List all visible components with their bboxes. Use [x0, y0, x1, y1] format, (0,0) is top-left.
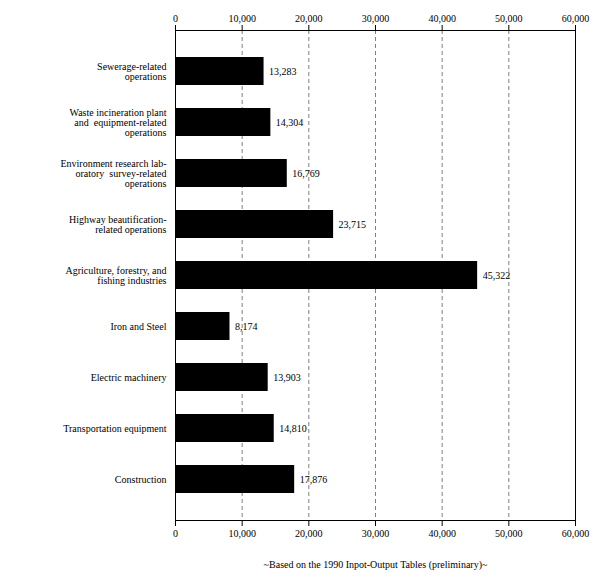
svg-text:20,000: 20,000	[295, 528, 323, 539]
svg-text:14,810: 14,810	[279, 423, 307, 434]
svg-text:~Based on the 1990 Inpot-Outpu: ~Based on the 1990 Inpot-Output Tables (…	[264, 559, 488, 571]
svg-text:10,000: 10,000	[228, 13, 256, 24]
svg-text:Waste incineration plantand e: Waste incineration plantand equipment-re…	[70, 107, 167, 138]
svg-text:0: 0	[173, 13, 178, 24]
svg-text:0: 0	[173, 528, 178, 539]
svg-text:50,000: 50,000	[495, 528, 523, 539]
svg-text:17,876: 17,876	[300, 474, 328, 485]
svg-text:Agriculture, forestry, andfish: Agriculture, forestry, andfishing indust…	[66, 265, 167, 286]
svg-text:Iron and Steel: Iron and Steel	[110, 321, 166, 332]
svg-text:60,000: 60,000	[562, 528, 590, 539]
svg-text:23,715: 23,715	[339, 219, 367, 230]
svg-text:30,000: 30,000	[362, 528, 390, 539]
svg-text:14,304: 14,304	[276, 117, 304, 128]
svg-text:16,769: 16,769	[292, 168, 320, 179]
svg-text:20,000: 20,000	[295, 13, 323, 24]
svg-text:13,903: 13,903	[273, 372, 301, 383]
svg-text:50,000: 50,000	[495, 13, 523, 24]
svg-text:40,000: 40,000	[428, 528, 456, 539]
svg-text:Highway beautification-related: Highway beautification-related operation…	[69, 214, 167, 235]
svg-text:Transportation equipment: Transportation equipment	[63, 423, 166, 434]
svg-text:Environment research lab-orato: Environment research lab-oratory survey-…	[60, 158, 166, 189]
svg-text:13,283: 13,283	[269, 66, 297, 77]
svg-text:Electric machinery: Electric machinery	[91, 372, 167, 383]
svg-text:8,174: 8,174	[235, 321, 258, 332]
svg-text:45,322: 45,322	[483, 270, 511, 281]
svg-text:Construction: Construction	[115, 474, 167, 485]
svg-text:40,000: 40,000	[428, 13, 456, 24]
svg-text:30,000: 30,000	[362, 13, 390, 24]
svg-text:60,000: 60,000	[562, 13, 590, 24]
svg-text:10,000: 10,000	[228, 528, 256, 539]
svg-text:Sewerage-relatedoperations: Sewerage-relatedoperations	[97, 61, 167, 82]
